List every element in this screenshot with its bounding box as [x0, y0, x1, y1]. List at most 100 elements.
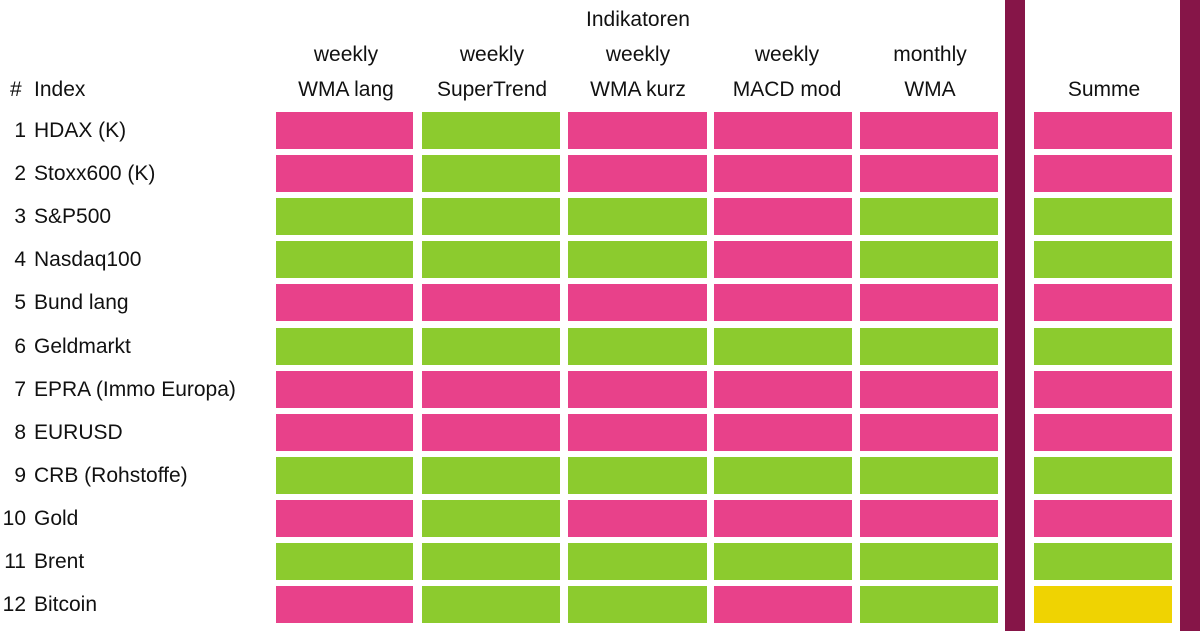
signal-cell-positive: [276, 543, 413, 580]
signal-cell-negative: [276, 413, 413, 451]
signal-cell-negative: [860, 284, 998, 322]
signal-cell-negative: [568, 499, 707, 537]
signal-cell-negative: [860, 155, 998, 193]
sum-cell-positive: [1034, 198, 1172, 236]
column-header-3-line1: weekly: [605, 43, 671, 66]
signal-cell-positive: [568, 543, 707, 580]
signal-cell-negative: [568, 413, 707, 451]
sum-cell-negative: [1034, 370, 1172, 408]
signal-cell-positive: [276, 327, 413, 365]
divider-bar-right: [1180, 0, 1200, 631]
sum-cell-positive: [1034, 456, 1172, 494]
signal-cell-negative: [568, 284, 707, 322]
signal-cell-negative: [422, 370, 560, 408]
sum-header: Summe: [1067, 78, 1141, 101]
signal-cell-positive: [714, 543, 852, 580]
row-number: 11: [4, 550, 26, 573]
signal-cell-positive: [568, 327, 707, 365]
signal-cell-negative: [276, 155, 413, 193]
signal-cell-positive: [860, 241, 998, 279]
column-header-5-line2: WMA: [904, 78, 956, 101]
signal-cell-negative: [714, 413, 852, 451]
column-header-4-line1: weekly: [754, 43, 820, 66]
signal-cell-positive: [422, 327, 560, 365]
signal-cell-negative: [714, 586, 852, 624]
signal-cell-positive: [568, 456, 707, 494]
signal-cell-positive: [568, 241, 707, 279]
signal-cell-negative: [714, 198, 852, 236]
row-number: 5: [14, 291, 26, 315]
signal-cell-negative: [568, 370, 707, 408]
sum-cell-negative: [1034, 499, 1172, 537]
row-index-name: Geldmarkt: [34, 334, 131, 358]
divider-bar-left: [1005, 0, 1025, 631]
signal-cell-negative: [714, 155, 852, 193]
sum-cell-positive: [1034, 327, 1172, 365]
signal-cell-positive: [860, 543, 998, 580]
row-number: 9: [14, 463, 26, 487]
signal-cell-positive: [422, 543, 560, 580]
signal-cell-negative: [860, 499, 998, 537]
sum-cell-positive: [1034, 543, 1172, 580]
row-number: 3: [14, 205, 26, 229]
column-header-3-line2: WMA kurz: [590, 78, 686, 101]
signal-cell-positive: [568, 198, 707, 236]
row-number: 12: [2, 593, 26, 617]
column-header-1-line2: WMA lang: [298, 78, 394, 101]
row-number: 8: [14, 420, 26, 444]
sum-cell-neutral: [1034, 586, 1172, 624]
signal-cell-positive: [422, 112, 560, 149]
signal-cell-positive: [276, 241, 413, 279]
hash-header: #: [10, 78, 22, 101]
signal-cell-positive: [422, 198, 560, 236]
sum-cell-negative: [1034, 155, 1172, 193]
signal-cell-negative: [276, 284, 413, 322]
column-header-2-line1: weekly: [459, 43, 525, 66]
row-index-name: Bitcoin: [34, 593, 98, 617]
signal-cell-positive: [422, 499, 560, 537]
signal-cell-negative: [276, 112, 413, 149]
signal-cell-positive: [422, 456, 560, 494]
row-index-name: Stoxx600 (K): [34, 162, 156, 186]
index-header: Index: [34, 78, 86, 101]
column-header-5-line1: monthly: [893, 43, 967, 66]
column-header-1-line1: weekly: [313, 43, 379, 66]
signal-cell-positive: [860, 586, 998, 624]
row-number: 6: [14, 334, 26, 358]
sum-cell-negative: [1034, 112, 1172, 149]
signal-cell-positive: [276, 456, 413, 494]
column-header-4-line2: MACD mod: [732, 78, 842, 101]
signal-cell-negative: [422, 284, 560, 322]
row-index-name: Gold: [34, 506, 79, 530]
row-index-name: EURUSD: [34, 420, 123, 444]
signal-cell-positive: [568, 586, 707, 624]
signal-cell-negative: [714, 284, 852, 322]
signal-cell-negative: [714, 499, 852, 537]
signal-cell-positive: [422, 241, 560, 279]
sum-cell-positive: [1034, 241, 1172, 279]
signal-cell-positive: [714, 456, 852, 494]
row-number: 7: [14, 377, 26, 401]
row-index-name: Nasdaq100: [34, 248, 142, 272]
signal-cell-positive: [714, 327, 852, 365]
row-index-name: S&P500: [34, 205, 112, 229]
row-number: 10: [2, 506, 26, 530]
signal-cell-positive: [860, 327, 998, 365]
signal-cell-negative: [276, 370, 413, 408]
signal-cell-negative: [714, 112, 852, 149]
row-number: 4: [14, 248, 26, 272]
signal-cell-negative: [860, 112, 998, 149]
signal-cell-negative: [568, 155, 707, 193]
signal-cell-negative: [860, 413, 998, 451]
group-title: Indikatoren: [586, 8, 690, 31]
signal-cell-negative: [714, 241, 852, 279]
signal-cell-positive: [422, 586, 560, 624]
signal-cell-positive: [860, 456, 998, 494]
sum-cell-negative: [1034, 413, 1172, 451]
signal-cell-negative: [860, 370, 998, 408]
signal-cell-positive: [276, 198, 413, 236]
row-index-name: Bund lang: [34, 291, 129, 315]
sum-cell-negative: [1034, 284, 1172, 322]
signal-cell-negative: [568, 112, 707, 149]
row-index-name: EPRA (Immo Europa): [34, 377, 236, 401]
